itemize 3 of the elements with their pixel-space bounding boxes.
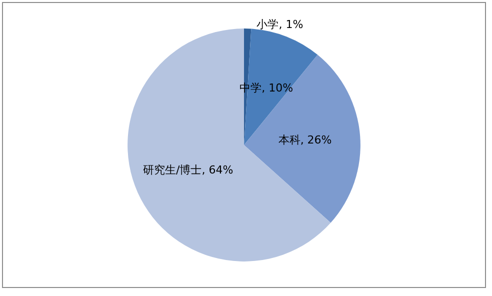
slice-label: 本科, 26%: [278, 134, 332, 147]
slice-label: 研究生/博士, 64%: [143, 163, 234, 176]
slice-label: 小学, 1%: [256, 18, 304, 32]
